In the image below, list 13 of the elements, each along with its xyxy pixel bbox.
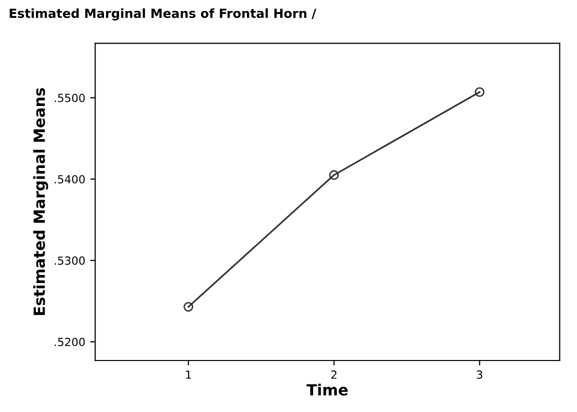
point (329, 170, 339, 180)
x-tick-label: 1 (186, 370, 191, 379)
chart-title: Estimated Marginal Means of Frontal Horn / (10, 8, 316, 21)
y-tick-label: .5500 (54, 94, 85, 102)
x-tick-label: 3 (476, 370, 482, 379)
y-tick-label: .5400 (54, 175, 85, 184)
y-axis-title: Estimated Marginal Means (33, 88, 48, 315)
y-tick-label: .5300 (54, 256, 85, 265)
y-tick-label: .5200 (54, 338, 85, 346)
point (474, 87, 484, 97)
x-tick-label: 2 (331, 370, 336, 379)
x-axis-title: Time (306, 384, 348, 396)
point (184, 302, 194, 312)
